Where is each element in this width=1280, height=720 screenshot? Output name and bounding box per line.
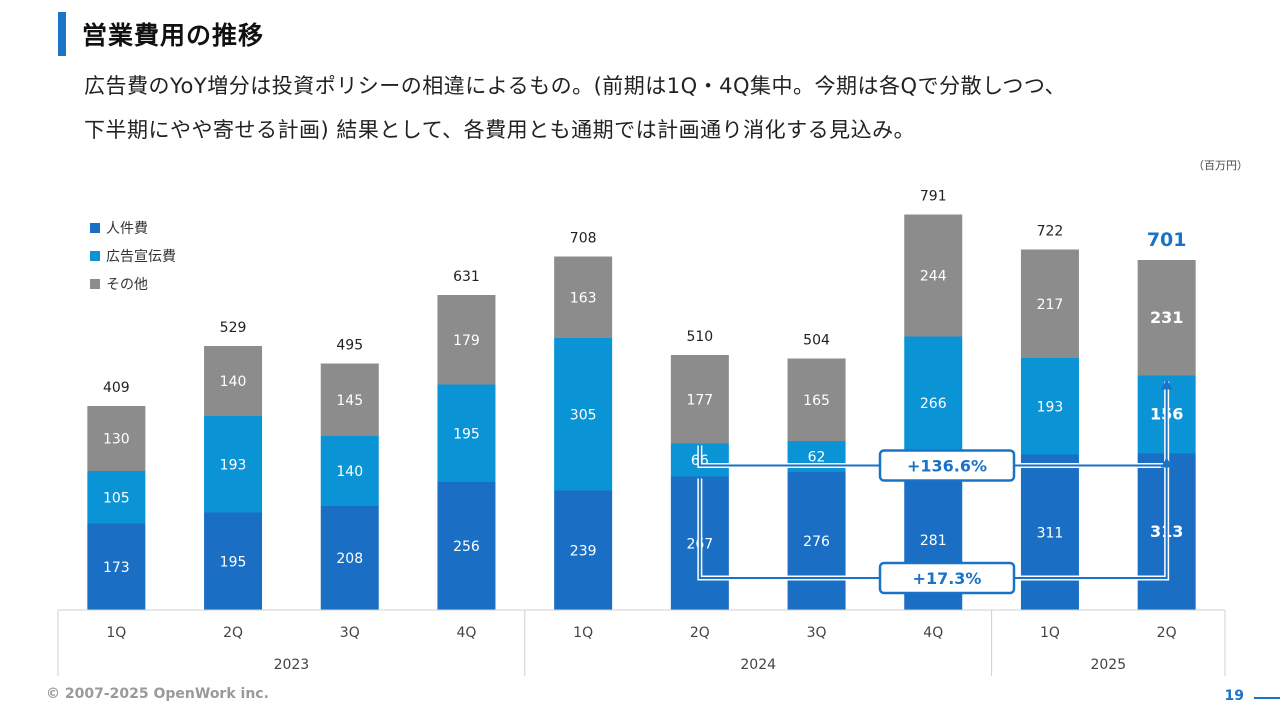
growth-label-0: +136.6% — [907, 457, 987, 476]
total-label-9: 701 — [1147, 229, 1187, 251]
group-label-2025: 2025 — [1090, 657, 1126, 673]
category-label-2: 3Q — [340, 625, 360, 641]
legend-item-other: その他 — [90, 270, 176, 298]
growth-arrowhead-0 — [1160, 379, 1173, 390]
bar-label-personnel-2: 208 — [336, 551, 363, 567]
unit-label: （百万円） — [1193, 159, 1248, 172]
growth-box-0 — [878, 449, 1016, 482]
bar-advertising-7 — [904, 336, 963, 470]
growth-label-1: +17.3% — [913, 569, 982, 588]
total-label-2: 495 — [336, 338, 363, 354]
legend-label-personnel: 人件費 — [106, 221, 148, 237]
group-label-2024: 2024 — [740, 657, 776, 673]
group-label-2023: 2023 — [274, 657, 310, 673]
bar-label-personnel-0: 173 — [103, 560, 130, 576]
copyright: © 2007-2025 OpenWork inc. — [46, 686, 269, 702]
category-label-0: 1Q — [106, 625, 126, 641]
bar-label-other-4: 163 — [570, 290, 597, 306]
bar-label-other-0: 130 — [103, 432, 130, 448]
bar-label-advertising-3: 195 — [453, 426, 480, 442]
bar-label-other-6: 165 — [803, 393, 830, 409]
bar-label-other-3: 179 — [453, 333, 480, 349]
legend-label-advertising: 広告宣伝費 — [106, 249, 176, 265]
bar-label-personnel-4: 239 — [570, 543, 597, 559]
bar-personnel-6 — [787, 472, 846, 610]
bar-advertising-3 — [437, 384, 496, 482]
legend-label-other: その他 — [106, 277, 148, 293]
total-label-4: 708 — [570, 231, 597, 247]
total-label-7: 791 — [920, 189, 947, 205]
category-label-7: 4Q — [923, 625, 943, 641]
category-label-8: 1Q — [1040, 625, 1060, 641]
bar-other-7 — [904, 214, 963, 337]
title-accent-bar — [58, 12, 66, 56]
legend-swatch-other — [90, 279, 100, 289]
bar-label-advertising-1: 193 — [220, 457, 247, 473]
category-label-9: 2Q — [1157, 625, 1177, 641]
bar-label-personnel-1: 195 — [220, 554, 247, 570]
bar-label-advertising-6: 62 — [808, 450, 826, 466]
bar-label-other-7: 244 — [920, 269, 947, 285]
category-label-4: 1Q — [573, 625, 593, 641]
page-number: 19 — [1224, 688, 1244, 704]
bar-other-3 — [437, 295, 496, 385]
bar-personnel-2 — [320, 506, 379, 610]
legend-swatch-advertising — [90, 251, 100, 261]
growth-box-1 — [878, 561, 1016, 595]
total-label-8: 722 — [1037, 224, 1064, 240]
bar-label-personnel-6: 276 — [803, 534, 830, 550]
total-label-0: 409 — [103, 380, 130, 396]
bar-other-6 — [787, 358, 846, 441]
bar-personnel-3 — [437, 482, 496, 610]
bar-personnel-1 — [204, 512, 263, 610]
bar-label-other-8: 217 — [1037, 297, 1064, 313]
chart-legend: 人件費 広告宣伝費 その他 — [90, 214, 176, 298]
total-label-5: 510 — [686, 329, 713, 345]
bar-label-other-1: 140 — [220, 374, 247, 390]
category-label-5: 2Q — [690, 625, 710, 641]
bar-other-5 — [670, 355, 729, 444]
total-label-3: 631 — [453, 269, 480, 285]
page-number-line — [1254, 697, 1280, 699]
bar-personnel-0 — [87, 523, 146, 610]
bar-advertising-1 — [204, 416, 263, 513]
bar-label-advertising-0: 105 — [103, 490, 130, 506]
page-title: 営業費用の推移 — [82, 21, 265, 50]
bar-other-2 — [320, 363, 379, 436]
subtitle-line-1: 広告費のYoY増分は投資ポリシーの相違によるもの。(前期は1Q・4Q集中。今期は… — [84, 74, 1066, 98]
total-label-6: 504 — [803, 333, 830, 349]
bar-other-9 — [1137, 260, 1196, 376]
category-label-1: 2Q — [223, 625, 243, 641]
bar-advertising-0 — [87, 471, 146, 524]
bar-personnel-4 — [554, 490, 613, 610]
bar-label-personnel-7: 281 — [920, 533, 947, 549]
category-label-6: 3Q — [807, 625, 827, 641]
legend-swatch-personnel — [90, 223, 100, 233]
bar-label-advertising-2: 140 — [336, 464, 363, 480]
bar-label-personnel-3: 256 — [453, 539, 480, 555]
bar-other-0 — [87, 406, 146, 471]
bar-advertising-2 — [320, 436, 379, 506]
bar-advertising-8 — [1020, 358, 1079, 455]
bar-label-advertising-4: 305 — [570, 407, 597, 423]
bar-label-advertising-7: 266 — [920, 396, 947, 412]
bar-label-other-2: 145 — [336, 393, 363, 409]
total-label-1: 529 — [220, 320, 247, 336]
bar-advertising-4 — [554, 338, 613, 491]
bar-label-other-5: 177 — [686, 392, 713, 408]
bar-label-advertising-8: 193 — [1037, 399, 1064, 415]
bar-other-8 — [1020, 249, 1079, 358]
legend-item-personnel: 人件費 — [90, 214, 176, 242]
bar-other-4 — [554, 256, 613, 338]
legend-item-advertising: 広告宣伝費 — [90, 242, 176, 270]
bar-personnel-8 — [1020, 454, 1079, 610]
subtitle-line-2: 下半期にやや寄せる計画) 結果として、各費用とも通期では計画通り消化する見込み。 — [84, 118, 916, 142]
category-label-3: 4Q — [456, 625, 476, 641]
bar-label-other-9: 231 — [1150, 308, 1183, 327]
bar-label-personnel-8: 311 — [1037, 525, 1064, 541]
growth-arrowhead-1 — [1160, 457, 1173, 468]
bar-other-1 — [204, 346, 263, 416]
